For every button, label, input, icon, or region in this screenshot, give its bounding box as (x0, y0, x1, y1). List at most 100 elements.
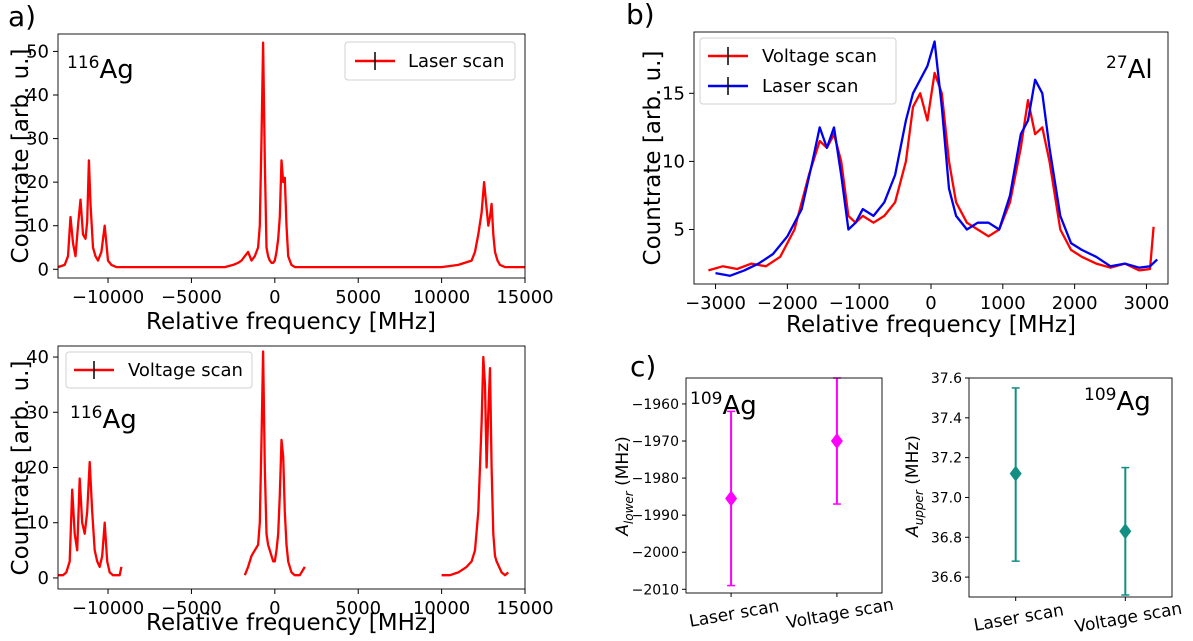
plot-frame (57, 33, 526, 279)
x-tick-label: 1000 (980, 293, 1026, 314)
y-tick-label: 40 (26, 85, 49, 106)
chart-c-a-lower: Laser scan Voltage scan −2010 −2000 −1990 −1… (613, 377, 895, 634)
isotope-annotation: 109Ag (1084, 385, 1151, 417)
y-tick-label: −2000 (632, 545, 679, 561)
y-tick-label: 37.0 (931, 490, 962, 506)
chart-c-a-upper: Laser scan Voltage scan 36.6 36.8 37.0 37.2 3… (903, 371, 1184, 637)
legend: Voltage scan (65, 351, 253, 389)
y-axis-unit: (MHz) (613, 436, 633, 486)
y-tick-label: 37.6 (931, 371, 962, 387)
y-axis-label: Countrate [arb. u.] (8, 49, 34, 264)
legend-label-voltage: Voltage scan (128, 360, 243, 381)
series-line-laser-scan (715, 40, 1158, 277)
isotope-element: Ag (1116, 387, 1150, 417)
data-point-voltage-scan (830, 433, 843, 450)
y-axis-label: Aupper (MHz) (903, 435, 926, 538)
y-tick-label: 37.2 (931, 451, 962, 467)
x-tick-label: −3000 (685, 293, 746, 314)
x-axis-label: Relative frequency [MHz] (146, 610, 436, 636)
x-tick-label: 5000 (335, 598, 381, 619)
chart-a-voltage-scan: −10000 −5000 0 5000 10000 15000 0 10 20 30 40 Rel… (8, 345, 554, 636)
data-point-laser-scan (725, 490, 738, 507)
x-tick-label: Laser scan (972, 600, 1065, 635)
series-line-laser-scan (57, 41, 525, 269)
series-line-voltage-scan-segment-1 (58, 460, 123, 577)
y-tick-label: 5 (674, 220, 685, 241)
x-axis-label: Relative frequency [MHz] (786, 312, 1076, 338)
plot-frame (968, 377, 1173, 598)
y-axis-symbol: A (903, 525, 923, 538)
y-tick-label: 10 (662, 151, 685, 172)
x-tick-label: Voltage scan (785, 595, 895, 634)
x-tick-label: 15000 (496, 598, 553, 619)
x-tick-label: 0 (269, 598, 280, 619)
y-axis-unit: (MHz) (903, 435, 923, 485)
legend: Voltage scan Laser scan (699, 37, 897, 105)
y-tick-label: 50 (26, 41, 49, 62)
series-line-voltage-scan-segment-3 (441, 355, 510, 577)
y-tick-label: 0 (38, 259, 49, 280)
y-tick-label: 30 (26, 402, 49, 423)
isotope-mass: 27 (1106, 53, 1128, 73)
x-tick-label: −2000 (757, 293, 818, 314)
legend-label-voltage: Voltage scan (762, 46, 877, 67)
y-tick-label: 37.4 (931, 411, 962, 427)
legend-label-laser: Laser scan (408, 51, 504, 72)
y-tick-label: −1970 (632, 434, 679, 450)
panel-label-a: a) (8, 0, 36, 33)
y-axis-label: Alower (MHz) (613, 436, 636, 537)
x-tick-label: −5000 (161, 598, 222, 619)
x-tick-label: −10000 (72, 598, 144, 619)
isotope-annotation: 116Ag (70, 403, 137, 435)
x-tick-label: 3000 (1124, 293, 1170, 314)
y-tick-label: 40 (26, 347, 49, 368)
y-tick-label: 36.6 (931, 570, 962, 586)
x-axis-label: Relative frequency [MHz] (146, 309, 436, 335)
y-axis-label: Countrate [arb. u.] (640, 51, 666, 266)
y-axis-symbol: A (613, 524, 633, 537)
panel-label-b: b) (626, 0, 655, 31)
x-tick-label: 5000 (335, 287, 381, 308)
y-tick-label: −1960 (632, 397, 679, 413)
isotope-mass: 116 (70, 403, 102, 423)
x-tick-label: 15000 (496, 287, 553, 308)
panel-label-c: c) (630, 350, 656, 383)
y-tick-label: 30 (26, 129, 49, 150)
legend: Laser scan (344, 41, 516, 81)
chart-a-laser-scan: −10000 −5000 0 5000 10000 15000 0 10 20 30 40 50 R… (8, 33, 554, 335)
y-axis-label: Countrate [arb. u.] (8, 361, 34, 576)
isotope-mass: 116 (67, 53, 99, 73)
x-tick-label: −1000 (829, 293, 890, 314)
x-tick-label: Laser scan (688, 596, 781, 631)
series-line-voltage-scan-segment-2 (243, 350, 306, 577)
x-tick-label: 2000 (1052, 293, 1098, 314)
y-tick-label: 36.8 (931, 530, 962, 546)
y-tick-label: −1980 (632, 471, 679, 487)
isotope-element: Al (1128, 55, 1153, 85)
isotope-element: Ag (99, 55, 133, 85)
isotope-mass: 109 (690, 389, 722, 409)
y-tick-label: 20 (26, 458, 49, 479)
y-tick-label: 20 (26, 172, 49, 193)
isotope-mass: 109 (1084, 385, 1116, 405)
data-point-voltage-scan (1119, 523, 1132, 540)
y-tick-label: 10 (26, 216, 49, 237)
isotope-annotation: 116Ag (67, 53, 134, 85)
y-tick-label: 15 (662, 83, 685, 104)
isotope-annotation: 109Ag (690, 389, 757, 421)
x-tick-label: 0 (925, 293, 936, 314)
isotope-element: Ag (722, 391, 756, 421)
plot-frame (685, 377, 883, 594)
x-tick-label: Voltage scan (1073, 599, 1183, 638)
y-axis-subscript: upper (912, 489, 926, 525)
chart-b-aluminium: −3000 −2000 −1000 0 1000 2000 3000 5 10 15 Relat… (640, 31, 1170, 338)
y-axis-subscript: lower (622, 490, 636, 524)
y-tick-label: 10 (26, 513, 49, 534)
x-tick-label: 0 (269, 287, 280, 308)
legend-label-laser: Laser scan (762, 76, 858, 97)
y-tick-label: 0 (38, 568, 49, 589)
x-tick-label: 10000 (413, 287, 470, 308)
isotope-element: Ag (102, 405, 136, 435)
y-tick-label: −2010 (632, 582, 679, 598)
